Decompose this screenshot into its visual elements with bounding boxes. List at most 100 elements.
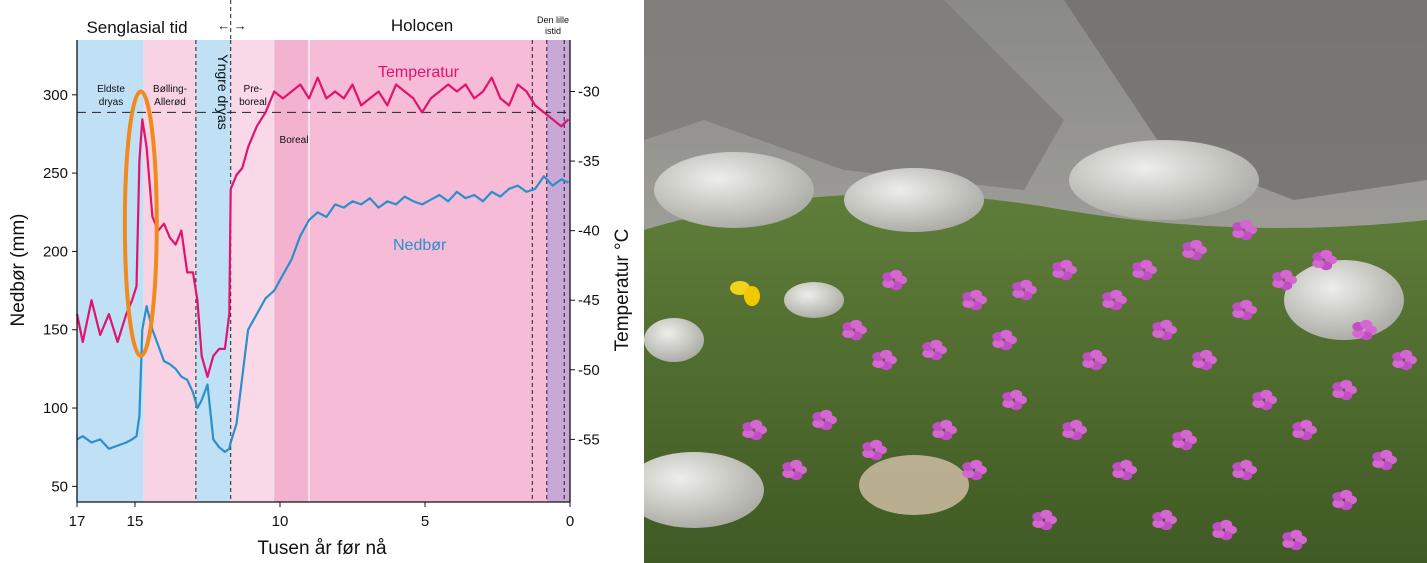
y-left-axis-title: Nedbør (mm) [8,214,29,327]
y-left-tick-label: 300 [43,87,68,104]
pink-flowers [742,219,1417,551]
petal [882,279,895,288]
petal [1240,459,1253,469]
chart-svg: Eldste dryas Bølling- Allerød Pre-boreal Bore… [8,0,633,559]
petal [1082,359,1095,368]
petal [1152,519,1165,528]
petal [820,409,833,419]
petal [970,289,983,299]
y-left-tick-label: 50 [51,478,68,495]
petal [940,419,953,429]
petal [922,349,935,358]
petal [1040,509,1053,519]
petal [1110,289,1123,299]
petal [1232,309,1245,318]
pink-flower [992,329,1017,351]
petal [930,339,943,349]
petal [1182,249,1195,258]
pink-flower [742,419,767,441]
pink-flower [1062,419,1087,441]
y-left-tick-label: 200 [43,243,68,260]
petal [1352,329,1365,338]
petal [962,469,975,478]
pink-flower [1002,389,1027,411]
petal [1332,389,1345,398]
pink-flower [1152,509,1177,531]
petal [1392,359,1405,368]
petal [1020,279,1033,289]
pink-flower [1172,429,1197,451]
petal [1002,399,1015,408]
y-left-tick-label: 100 [43,400,68,417]
zone-band [230,40,275,502]
series-label-temperatur: Temperatur [378,64,460,81]
zone-band [309,40,547,502]
grass-ground [644,194,1427,563]
zone-label: Allerød [154,97,186,108]
yellow-flower [730,281,760,306]
petal [1070,419,1083,429]
petal [1160,319,1173,329]
pink-flower [1212,519,1237,541]
petal [1300,419,1313,429]
pink-flower [1132,259,1157,281]
petal [1152,329,1165,338]
pink-flower [1392,349,1417,371]
pink-flower [842,319,867,341]
petal [1252,399,1265,408]
petal [1000,329,1013,339]
petal [1160,509,1173,519]
petal [1060,259,1073,269]
pink-flower [1192,349,1217,371]
pink-flower [1372,449,1397,471]
series-line [75,76,570,378]
pink-flower [812,409,837,431]
petal [1010,389,1023,399]
zone-band [195,40,231,502]
climate-chart: Eldste dryas Bølling- Allerød Pre-boreal Bore… [0,0,640,563]
petal [970,459,983,469]
pink-flower [1112,459,1137,481]
petal [1200,349,1213,359]
zone-label: Pre- [244,84,263,95]
pink-flower [1312,249,1337,271]
petal [1172,439,1185,448]
x-tick-label: 0 [566,513,574,530]
petal [1282,539,1295,548]
x-tick-label: 15 [127,513,144,530]
pink-flower [1182,239,1207,261]
petal [1340,379,1353,389]
petal [1212,529,1225,538]
pink-flower [872,349,897,371]
zone-label: dryas [99,97,123,108]
petal [1400,349,1413,359]
petal [862,449,875,458]
pink-flower [1332,489,1357,511]
petal [1232,469,1245,478]
x-axis-title: Tusen år før nå [257,538,387,559]
y-right-tick-label: -55 [578,431,600,448]
zone-label: Boreal [280,135,309,146]
petal [1380,449,1393,459]
petal [812,419,825,428]
petal [850,319,863,329]
zone-band [274,40,309,502]
petal [1320,249,1333,259]
petal [782,469,795,478]
pink-flower [882,269,907,291]
pink-flower [1252,389,1277,411]
pink-flower [1082,349,1107,371]
pink-flower [1272,269,1297,291]
petal [872,359,885,368]
pink-flower [1282,529,1307,551]
petal [1240,219,1253,229]
zone-label: boreal [239,97,267,108]
petal [890,269,903,279]
pink-flower [1032,509,1057,531]
petal [1090,349,1103,359]
period-label-right: Holocen [391,16,453,35]
zone-band [546,40,570,502]
petal [1052,269,1065,278]
petal [1240,299,1253,309]
series-line [76,175,569,453]
